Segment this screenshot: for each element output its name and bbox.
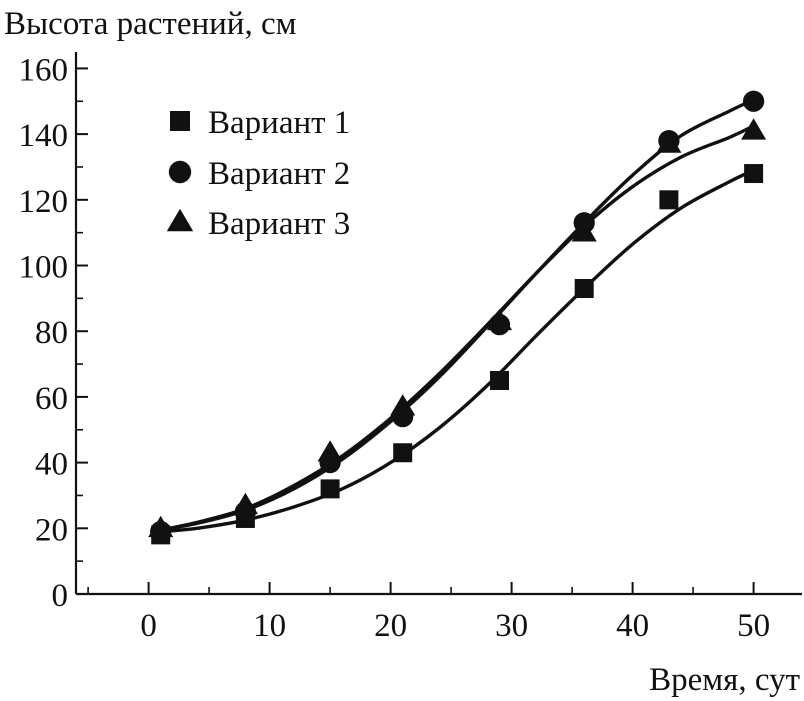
x-tick-label: 10 — [253, 608, 286, 644]
data-point-3 — [486, 308, 513, 331]
x-tick-label: 50 — [737, 608, 770, 644]
legend-label-3: Вариант 3 — [208, 206, 350, 242]
data-point-1 — [320, 479, 340, 499]
y-tick-label: 20 — [35, 512, 68, 548]
axes: 0 20 40 60 80 100 120 140 160 0 10 20 30 40 50 — [19, 52, 802, 644]
legend-label-1: Вариант 1 — [208, 105, 350, 141]
y-tick-label: 100 — [19, 250, 69, 286]
data-point-3 — [390, 394, 416, 416]
y-tick-label: 60 — [35, 381, 68, 417]
x-axis-label: Время, сут — [649, 662, 800, 698]
data-point-1 — [574, 279, 594, 299]
y-tick-label: 40 — [35, 447, 68, 483]
data-point-3 — [571, 220, 597, 242]
y-axis-label: Высота растений, см — [4, 6, 297, 42]
y-tick-label: 140 — [19, 118, 69, 154]
legend-marker-3 — [166, 208, 194, 232]
data-point-3 — [656, 131, 682, 153]
data-point-3 — [232, 492, 258, 515]
y-tick-label: 160 — [19, 52, 69, 88]
data-point-3 — [741, 118, 767, 140]
legend-marker-1 — [170, 111, 190, 131]
x-tick-label: 40 — [616, 608, 649, 644]
legend-label-2: Вариант 2 — [208, 156, 350, 192]
data-point-1 — [744, 164, 764, 184]
y-tick-label: 0 — [52, 578, 69, 614]
x-tick-label: 30 — [495, 608, 528, 644]
data-point-2 — [742, 90, 765, 112]
data-point-3 — [317, 440, 343, 462]
y-tick-label: 80 — [35, 315, 68, 351]
data-point-1 — [659, 190, 679, 210]
y-tick-label: 120 — [19, 184, 69, 220]
data-point-1 — [490, 370, 509, 390]
x-tick-label: 0 — [140, 608, 157, 644]
legend-marker-2 — [168, 160, 192, 184]
legend: Вариант 1 Вариант 2 Вариант 3 — [166, 105, 350, 242]
data-point-3 — [148, 515, 174, 538]
data-point-1 — [393, 443, 413, 463]
x-tick-label: 20 — [374, 608, 407, 644]
data-markers — [148, 90, 767, 545]
